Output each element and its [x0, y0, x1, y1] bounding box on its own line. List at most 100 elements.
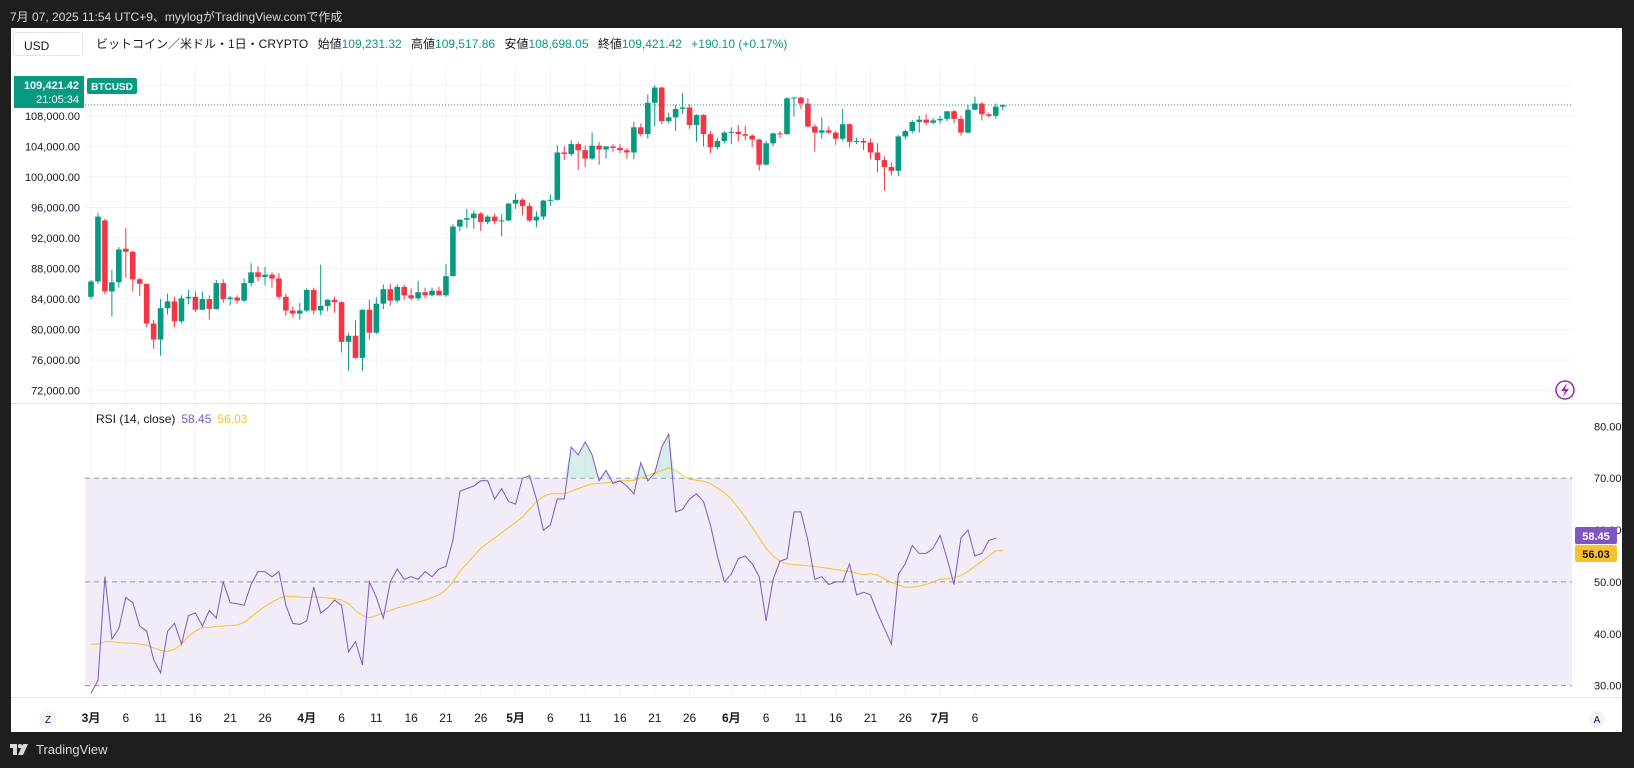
- time-tick-label: 16: [404, 711, 418, 725]
- time-tick-label: 26: [474, 711, 488, 725]
- symbol-title: ビットコイン／米ドル・1日・CRYPTO: [96, 37, 309, 51]
- currency-selector[interactable]: USD: [13, 32, 83, 56]
- candle-body: [825, 130, 832, 133]
- candle-body: [979, 103, 985, 115]
- candle-body: [728, 131, 735, 133]
- close-label: 終値: [597, 37, 622, 51]
- price-tick-label: 76,000.00: [31, 355, 80, 367]
- time-tick-label: 16: [829, 711, 843, 725]
- rsi-label: RSI (14, close): [96, 412, 176, 426]
- candle-body: [805, 103, 811, 127]
- candle-body: [881, 160, 888, 167]
- candle-body: [164, 301, 171, 309]
- candle-body: [714, 141, 721, 148]
- candle-body: [617, 147, 623, 151]
- rsi-badge-text: 58.45: [1582, 531, 1610, 543]
- candle-body: [596, 145, 602, 150]
- candle-body: [742, 134, 749, 136]
- candle-body: [150, 323, 157, 340]
- rsi-ma-badge-text: 56.03: [1582, 549, 1610, 561]
- candle-body: [102, 220, 108, 292]
- rsi-ma-line: [91, 467, 1003, 652]
- auto-scale-button[interactable]: A: [1589, 711, 1605, 727]
- rsi-value-badge: 58.45: [1575, 527, 1617, 544]
- lightning-icon[interactable]: [1555, 380, 1575, 400]
- candle-body: [171, 301, 178, 322]
- candle-body: [88, 281, 94, 297]
- candle-body: [380, 289, 387, 304]
- candle-body: [902, 131, 909, 137]
- candle-body: [951, 111, 957, 119]
- candle-body: [735, 131, 742, 135]
- candle-body: [220, 283, 227, 300]
- candle-body: [331, 299, 338, 303]
- rsi-legend: RSI (14, close) 58.45 56.03: [96, 412, 247, 426]
- candle-body: [116, 249, 122, 283]
- candle-body: [777, 133, 783, 135]
- candle-body: [317, 305, 324, 311]
- candle-body: [443, 276, 449, 296]
- time-tick-label: 16: [613, 711, 627, 725]
- candle-body: [290, 310, 296, 314]
- candle-body: [234, 297, 240, 301]
- symbol-badge-text: BTCUSD: [91, 82, 133, 93]
- time-tick-label: 5月: [506, 711, 525, 725]
- candle-body: [832, 132, 839, 139]
- candle-body: [749, 135, 755, 140]
- rsi-layer: [90, 432, 1003, 694]
- time-tick-label: 11: [579, 711, 592, 725]
- time-tick-label: 6: [972, 711, 979, 725]
- candle-body: [631, 127, 637, 153]
- candle-body: [192, 296, 199, 310]
- candle-body: [310, 289, 317, 311]
- candle-body: [464, 218, 470, 220]
- candle-body: [819, 130, 825, 133]
- candle-body: [484, 216, 491, 222]
- price-tick-label: 100,000.00: [25, 172, 80, 184]
- candle-body: [457, 219, 463, 227]
- symbol-badge: BTCUSD: [87, 78, 137, 94]
- candle-body: [756, 139, 762, 165]
- top-bar: 7月 07, 2025 11:54 UTC+9、myylogがTradingVi…: [0, 0, 1634, 28]
- candle-body: [262, 274, 268, 277]
- candle-body: [498, 220, 505, 222]
- time-tick-label: 7月: [931, 711, 950, 725]
- candle-body: [853, 141, 860, 143]
- zoom-reset-label: Z: [45, 715, 51, 726]
- time-tick-label: 21: [224, 711, 238, 725]
- zoom-reset-button[interactable]: Z: [40, 711, 56, 727]
- time-tick-label: 6: [338, 711, 345, 725]
- candle-body: [658, 87, 665, 122]
- candle-body: [129, 251, 136, 280]
- price-tick-label: 96,000.00: [31, 202, 80, 214]
- open-label: 始値: [317, 37, 342, 51]
- candle-body: [547, 199, 554, 201]
- candle-body: [610, 146, 616, 148]
- change-value: +190.10 (+0.17%): [691, 37, 788, 51]
- tradingview-logo[interactable]: TradingView: [10, 742, 108, 757]
- candle-body: [798, 97, 804, 104]
- candle-body: [784, 98, 790, 135]
- price-tick-label: 88,000.00: [31, 264, 80, 276]
- candle-body: [248, 272, 254, 284]
- time-tick-label: 26: [683, 711, 697, 725]
- price-legend: ビットコイン／米ドル・1日・CRYPTO 始値109,231.32 高値109,…: [96, 35, 787, 52]
- candle-body: [700, 115, 707, 135]
- rsi-tick-label: 70.00: [1594, 473, 1622, 485]
- candle-body: [651, 87, 658, 103]
- candle-body: [387, 289, 394, 301]
- candle-body: [923, 119, 929, 123]
- price-tick-label: 80,000.00: [31, 325, 80, 337]
- candle-body: [533, 216, 540, 221]
- candle-body: [916, 119, 923, 122]
- candle-body: [206, 299, 213, 310]
- candle-body: [686, 107, 693, 125]
- candle-body: [909, 121, 916, 132]
- time-tick-label: 4月: [297, 711, 316, 725]
- time-tick-label: 21: [439, 711, 453, 725]
- candle-body: [791, 97, 797, 99]
- candle-body: [157, 308, 164, 340]
- rsi-overbought-fill: [633, 462, 648, 479]
- rsi-overbought-fill: [564, 441, 600, 479]
